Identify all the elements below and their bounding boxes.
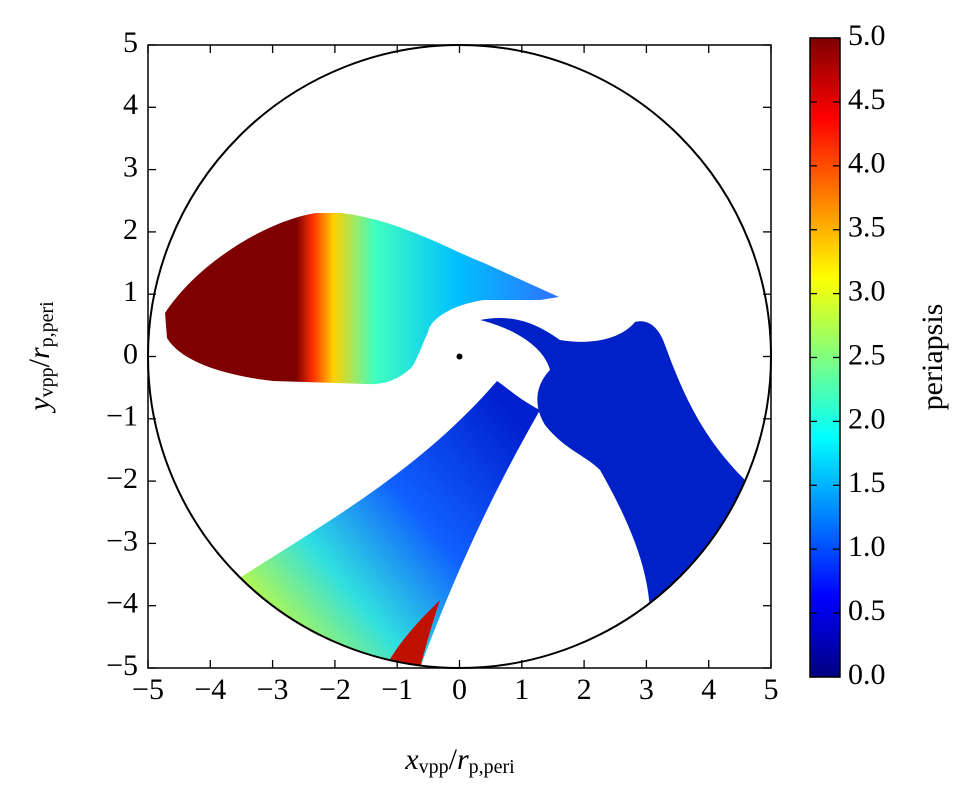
center-point <box>456 353 463 360</box>
colorbar-label: periapsis <box>916 304 949 411</box>
x-label-part: p,peri <box>469 756 516 778</box>
colorbar-tick-label: 1.0 <box>848 530 886 563</box>
y-tick-label: 0 <box>123 337 138 370</box>
y-label-part: y <box>23 397 56 414</box>
y-tick-label: −1 <box>106 400 138 433</box>
y-label-part: vpp <box>36 367 58 397</box>
colorbar-tick-label: 4.5 <box>848 83 886 116</box>
y-label-part: / <box>23 358 56 367</box>
x-tick-label: −3 <box>257 673 289 706</box>
x-tick-label: 2 <box>577 673 592 706</box>
colorbar-tick-label: 3.0 <box>848 274 886 307</box>
x-tick-label: 3 <box>639 673 654 706</box>
x-tick-label: 1 <box>514 673 529 706</box>
colorbar-tick-label: 2.0 <box>848 402 886 435</box>
x-label-part: / <box>449 743 458 776</box>
y-axis-label: yvpp/rp,peri <box>23 301 58 414</box>
field-region <box>480 318 745 610</box>
x-tick-label: −1 <box>381 673 413 706</box>
y-tick-label: 5 <box>123 26 138 59</box>
field-region <box>241 381 540 668</box>
x-tick-label: −4 <box>194 673 226 706</box>
colorbar-tick-label: 4.0 <box>848 147 886 180</box>
y-label-part: p,peri <box>36 301 58 348</box>
colorbar-tick-label: 5.0 <box>848 19 886 52</box>
x-label-part: vpp <box>419 756 449 778</box>
y-tick-label: −2 <box>106 462 138 495</box>
x-axis-label: xvpp/rp,peri <box>404 743 515 778</box>
colorbar-tick-label: 0.5 <box>848 594 886 627</box>
colorbar-tick-label: 3.5 <box>848 211 886 244</box>
x-tick-label: 4 <box>701 673 716 706</box>
x-tick-label: −5 <box>132 673 164 706</box>
y-tick-label: −4 <box>106 587 138 620</box>
y-tick-label: 2 <box>123 213 138 246</box>
colorbar-tick-label: 0.0 <box>848 658 886 691</box>
y-tick-label: −3 <box>106 524 138 557</box>
x-label-part: x <box>404 743 419 776</box>
x-tick-label: 0 <box>452 673 467 706</box>
y-tick-label: 1 <box>123 275 138 308</box>
y-tick-label: 4 <box>123 88 138 121</box>
x-tick-label: −2 <box>319 673 351 706</box>
x-label-part: r <box>457 743 469 776</box>
colorbar-tick-label: 1.5 <box>848 466 886 499</box>
y-tick-label: −5 <box>106 649 138 682</box>
field-region <box>165 213 559 385</box>
field <box>165 213 745 668</box>
y-label-part: r <box>23 347 56 359</box>
field-region <box>385 600 440 668</box>
colorbar-tick-label: 2.5 <box>848 338 886 371</box>
x-tick-label: 5 <box>764 673 779 706</box>
y-tick-label: 3 <box>123 150 138 183</box>
